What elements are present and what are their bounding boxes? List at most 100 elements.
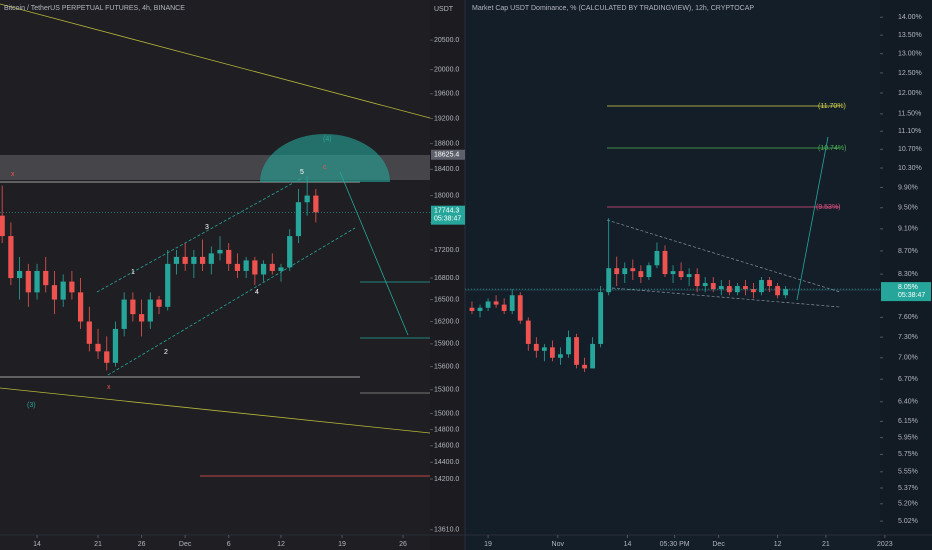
x-tick-label: 19 <box>338 541 346 548</box>
candle-body <box>598 292 604 344</box>
right-axis-strip <box>880 0 932 550</box>
y-tick-label: 13.00% <box>898 50 922 57</box>
y-tick-label: 5.37% <box>898 485 918 492</box>
annotation: (11.70%) <box>818 103 846 110</box>
y-tick-label: 7.00% <box>898 355 918 362</box>
y-tick-label: 19200.0 <box>434 115 459 122</box>
candle-body <box>121 299 127 329</box>
y-tick-label: 10.30% <box>898 165 922 172</box>
candle-body <box>77 292 84 322</box>
candle-body <box>260 263 267 275</box>
candle-body <box>702 283 708 287</box>
marks <box>0 175 789 373</box>
annotation: 2 <box>164 349 168 356</box>
annotation: (3) <box>27 402 36 409</box>
candle-body <box>86 321 92 344</box>
x-tick-label: 19 <box>484 541 492 548</box>
candle-body <box>147 299 153 322</box>
y-tick-label: 14600.0 <box>434 443 459 450</box>
candle-body <box>590 343 596 369</box>
left-axis-strip <box>430 0 465 550</box>
candle-body <box>759 280 764 293</box>
candle-body <box>517 295 523 321</box>
y-tick-label: 6.70% <box>898 376 918 383</box>
candle-body <box>313 195 319 213</box>
y-tick-label: 5.95% <box>898 434 918 441</box>
trend-line <box>0 3 431 119</box>
candle-body <box>16 270 23 279</box>
candle-body <box>678 271 684 278</box>
candle-body <box>0 215 5 237</box>
wave-arc <box>260 134 390 182</box>
candle-body <box>51 285 58 300</box>
annotation: (4) <box>323 136 332 143</box>
y-tick-label: 11.50% <box>898 111 921 118</box>
y-tick-label: 9.50% <box>898 205 918 212</box>
annotation: x <box>11 171 15 178</box>
candle-body <box>34 270 40 293</box>
y-tick-label: 11.10% <box>898 128 921 135</box>
candle-body <box>485 301 491 308</box>
y-tick-label: 9.90% <box>898 184 918 191</box>
y-tick-label: 13.50% <box>898 32 922 39</box>
annotation: x <box>107 384 111 391</box>
candle-body <box>8 236 14 279</box>
last-price-label: 8.05% <box>898 284 918 291</box>
y-tick-label: 15600.0 <box>434 363 459 370</box>
y-tick-label: 6.40% <box>898 399 918 406</box>
candle-body <box>509 295 515 311</box>
y-tick-label: 7.60% <box>898 314 918 321</box>
candle-body <box>95 343 101 352</box>
y-tick-label: 15900.0 <box>434 341 459 348</box>
candle-body <box>182 256 188 264</box>
x-tick-label: 21 <box>94 541 102 548</box>
candle-body <box>469 307 475 311</box>
left-title: Bitcoin / TetherUS PERPETUAL FUTURES, 4h… <box>4 5 185 12</box>
candle-body <box>173 256 180 264</box>
candle-body <box>295 202 302 237</box>
candle-body <box>734 286 740 293</box>
y-tick-label: 16800.0 <box>434 275 459 282</box>
y-tick-label: 14800.0 <box>434 426 459 433</box>
candle-body <box>751 289 756 293</box>
y-tick-label: 13610.0 <box>434 527 459 534</box>
candle-body <box>694 274 700 287</box>
candle-body <box>199 256 206 264</box>
x-tick-label: 05:30 PM <box>660 541 690 548</box>
y-tick-label: 5.55% <box>898 469 918 476</box>
candle-body <box>208 253 214 264</box>
x-tick-label: 6 <box>227 541 231 548</box>
level-tag-label: 18625.4 <box>434 152 459 159</box>
candle-body <box>130 299 136 315</box>
y-tick-label: 20500.0 <box>434 37 459 44</box>
candle-body <box>165 263 171 307</box>
channel-line <box>96 177 303 293</box>
candle-body <box>104 351 110 363</box>
candle-body <box>25 270 31 293</box>
candle-body <box>477 307 483 311</box>
y-tick-label: 14400.0 <box>434 459 459 466</box>
y-tick-label: 18800.0 <box>434 140 459 147</box>
candle-body <box>638 271 644 278</box>
candle-body <box>566 337 571 355</box>
y-tick-label: 14.00% <box>898 14 922 21</box>
candle-body <box>686 274 692 278</box>
y-tick-label: 16500.0 <box>434 296 459 303</box>
annotation: c <box>323 164 327 171</box>
candle-body <box>662 250 668 275</box>
y-tick-label: 18400.0 <box>434 166 459 173</box>
candle-body <box>614 268 620 275</box>
candle-body <box>501 304 507 311</box>
x-tick-label: 26 <box>138 541 146 548</box>
candle-body <box>743 286 748 290</box>
candle-body <box>775 286 781 296</box>
candle-body <box>226 249 232 264</box>
y-tick-label: 17200.0 <box>434 247 459 254</box>
candle-body <box>718 286 724 290</box>
candle-body <box>60 281 66 300</box>
y-tick-label: 12.50% <box>898 70 922 77</box>
forecast-arrow <box>796 136 829 301</box>
y-tick-label: 15300.0 <box>434 387 459 394</box>
wedge-line <box>611 287 841 308</box>
y-tick-label: 9.10% <box>898 226 918 233</box>
